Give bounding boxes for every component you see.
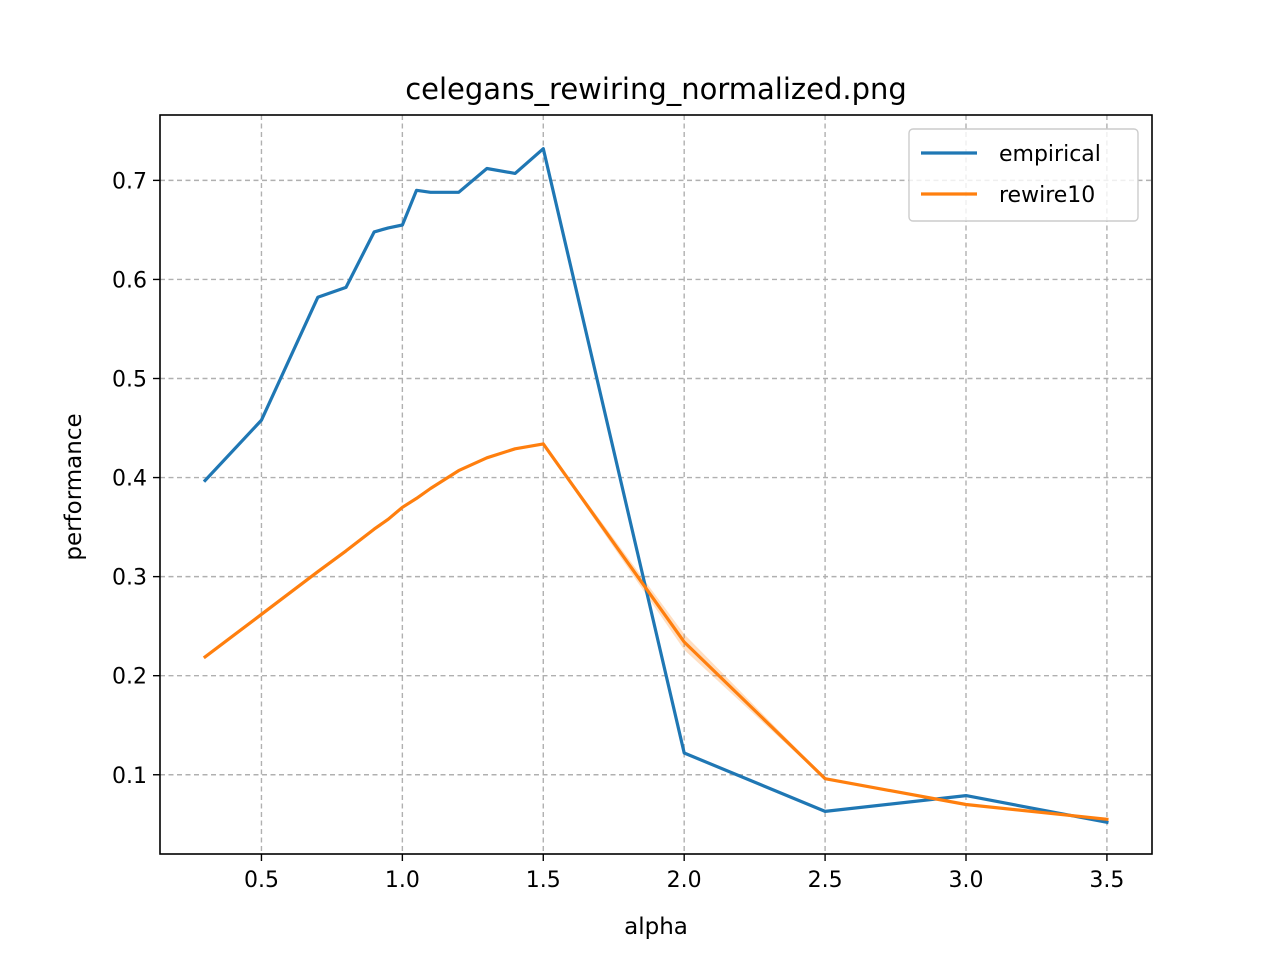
x-axis-ticks: 0.5 1.0 1.5 2.0 2.5 3.0 3.5 [244,854,1124,893]
y-tick-label: 0.5 [112,368,147,393]
x-axis-label: alpha [624,914,688,940]
y-tick-label: 0.3 [112,566,147,591]
legend: empirical rewire10 [908,128,1139,222]
y-tick-label: 0.4 [112,467,147,492]
y-tick-label: 0.2 [112,665,147,690]
legend-label-empirical: empirical [999,142,1101,167]
x-tick-label: 3.5 [1089,868,1124,893]
y-axis-ticks: 0.1 0.2 0.3 0.4 0.5 0.6 0.7 [112,169,160,789]
plot-frame [159,114,1153,855]
x-tick-label: 3.0 [949,868,984,893]
x-tick-label: 1.0 [385,868,420,893]
chart-title: celegans_rewiring_normalized.png [405,72,907,106]
y-axis-label: performance [61,413,87,560]
legend-label-rewire10: rewire10 [999,183,1095,208]
series-line-empirical [202,147,1109,825]
grid [160,115,1152,854]
x-tick-label: 0.5 [244,868,279,893]
x-tick-label: 2.5 [808,868,843,893]
series-lines [202,147,1109,825]
x-tick-label: 2.0 [667,868,702,893]
y-tick-label: 0.7 [112,169,147,194]
series-line-rewire10 [202,442,1109,822]
y-tick-label: 0.6 [112,268,147,293]
x-tick-label: 1.5 [526,868,561,893]
y-tick-label: 0.1 [112,764,147,789]
